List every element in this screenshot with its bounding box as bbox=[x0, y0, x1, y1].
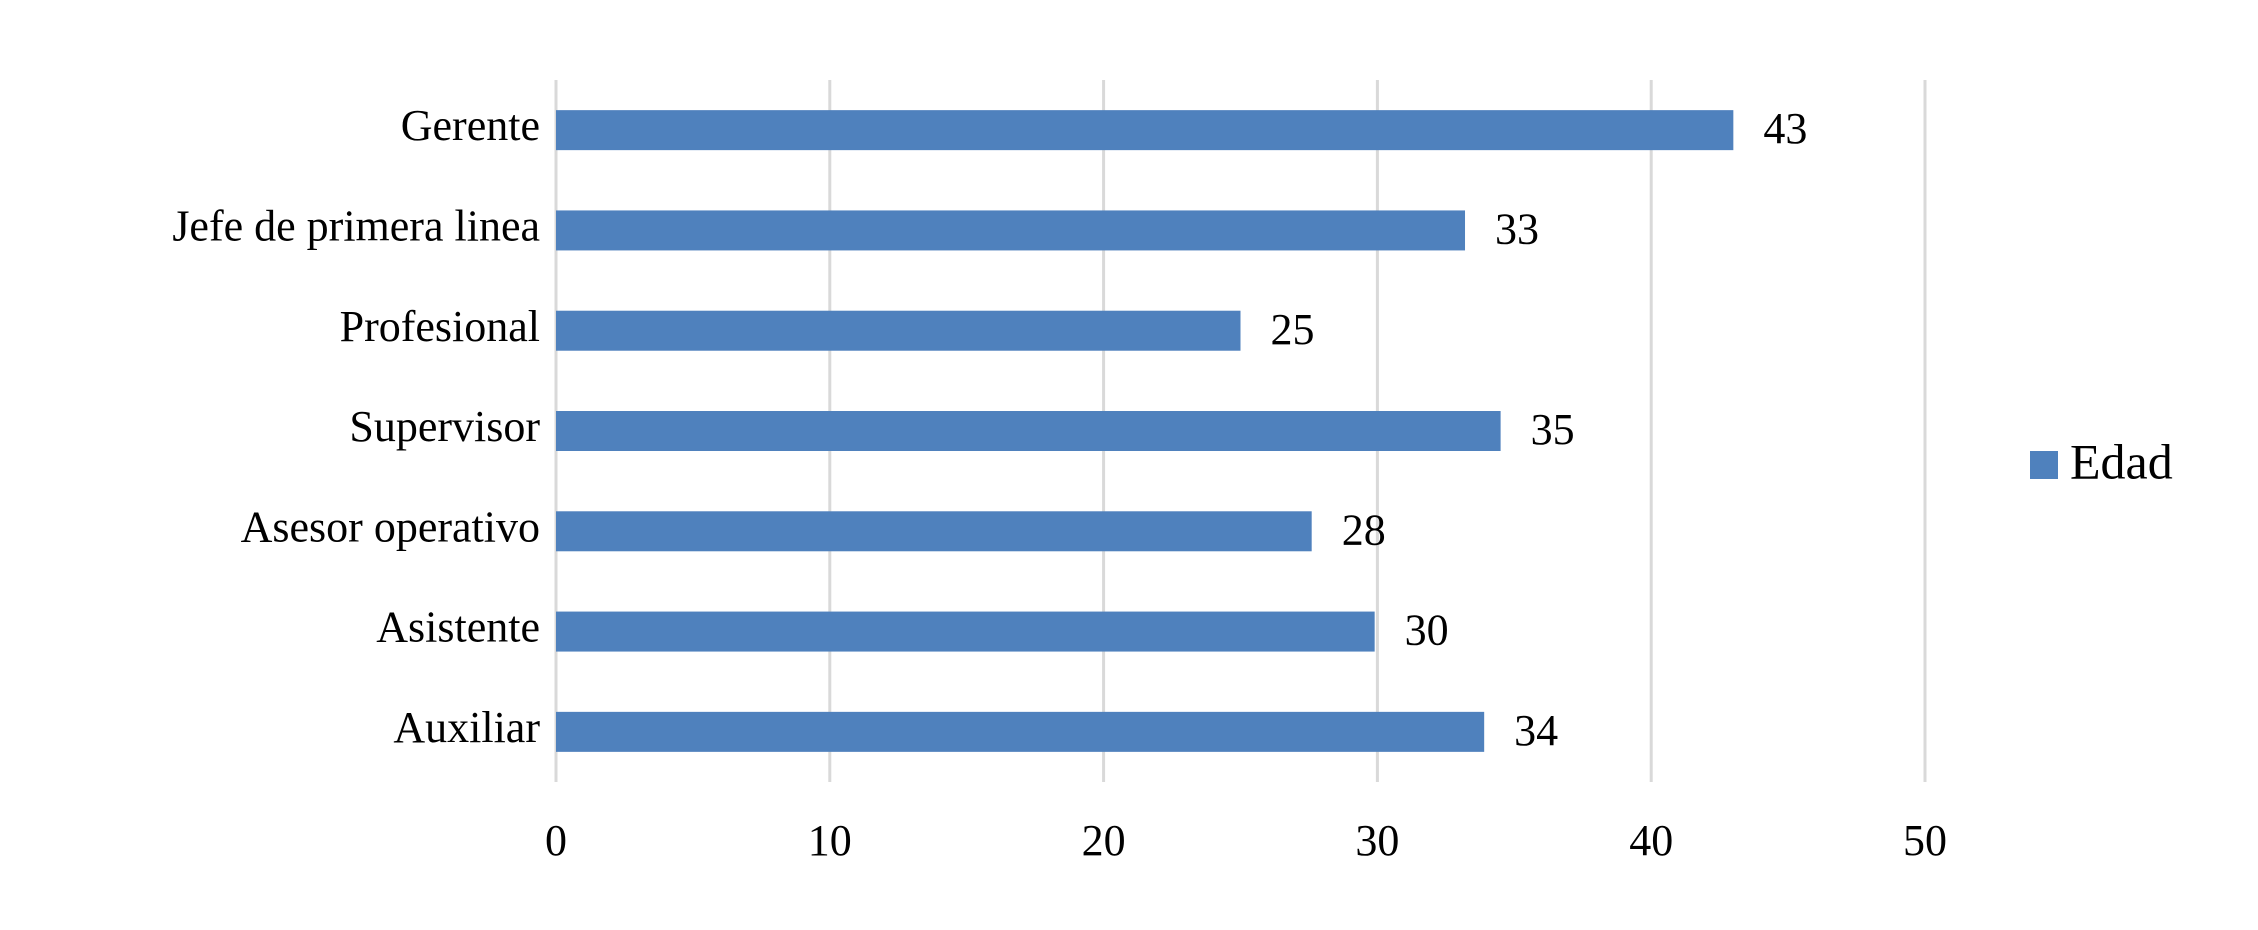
data-label: 28 bbox=[1342, 505, 1386, 554]
x-tick-label: 50 bbox=[1903, 816, 1947, 865]
y-tick-label: Profesional bbox=[340, 302, 540, 351]
y-tick-label: Asistente bbox=[376, 603, 540, 652]
bar bbox=[556, 511, 1312, 552]
legend-swatch bbox=[2030, 451, 2058, 479]
y-tick-label: Asesor operativo bbox=[241, 502, 540, 551]
x-tick-label: 40 bbox=[1629, 816, 1673, 865]
bar bbox=[556, 210, 1466, 251]
bar bbox=[556, 110, 1734, 151]
data-label: 35 bbox=[1531, 405, 1575, 454]
data-label: 30 bbox=[1405, 606, 1449, 655]
bar bbox=[556, 711, 1485, 752]
x-tick-label: 20 bbox=[1082, 816, 1126, 865]
bar bbox=[556, 411, 1501, 451]
y-tick-label: Gerente bbox=[401, 101, 540, 150]
y-tick-label: Jefe de primera linea bbox=[172, 202, 540, 251]
bar bbox=[556, 611, 1375, 652]
x-tick-label: 0 bbox=[545, 816, 567, 865]
legend-label: Edad bbox=[2070, 433, 2173, 489]
data-label: 33 bbox=[1495, 205, 1539, 254]
data-label: 25 bbox=[1271, 305, 1315, 354]
bar bbox=[556, 310, 1241, 351]
data-label: 43 bbox=[1763, 104, 1807, 153]
x-tick-label: 10 bbox=[808, 816, 852, 865]
y-tick-label: Supervisor bbox=[349, 402, 540, 451]
x-tick-label: 30 bbox=[1355, 816, 1399, 865]
data-label: 34 bbox=[1514, 706, 1558, 755]
y-tick-label: Auxiliar bbox=[393, 703, 540, 752]
